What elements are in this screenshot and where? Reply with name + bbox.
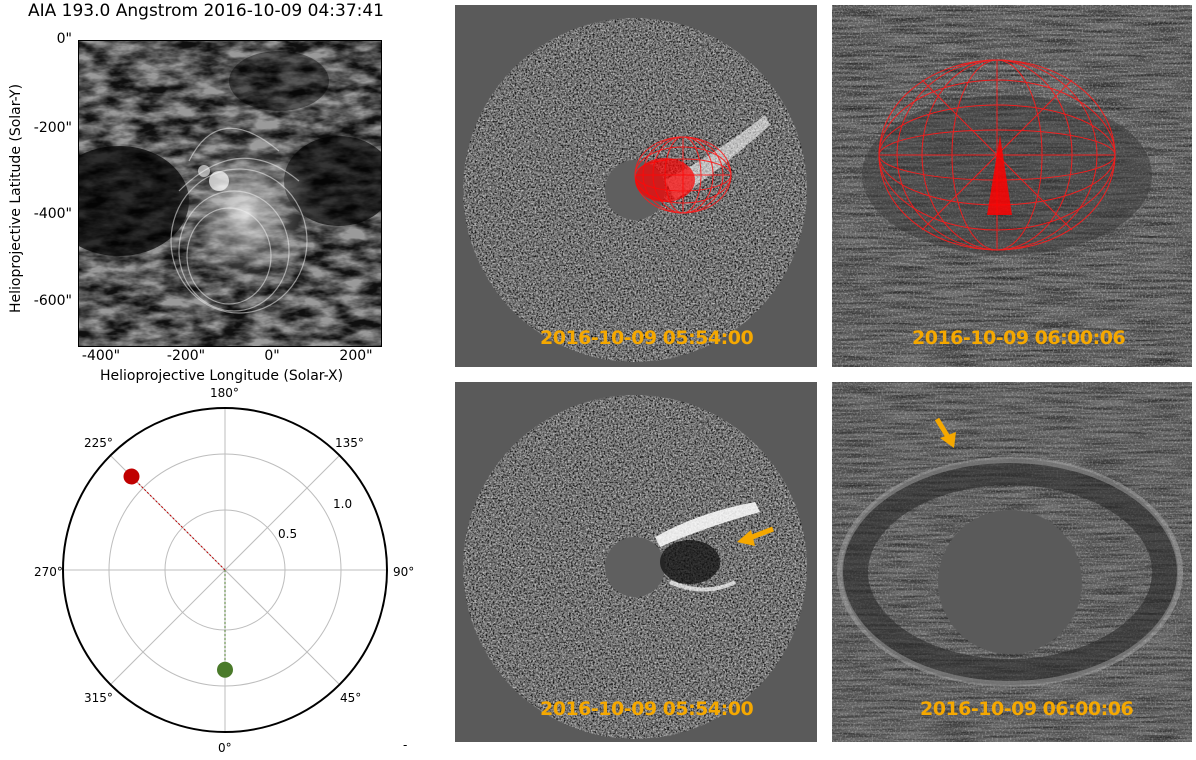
polar-angle-label: 270°: [34, 565, 63, 579]
timestamp-label: 2016-10-09 05:54:00: [540, 327, 754, 349]
polar-angle-label: 0°: [218, 741, 232, 755]
aia-x-tick: 200": [339, 348, 373, 364]
polar-radial-label: 0.5: [278, 527, 298, 541]
cme-wireframe: [878, 59, 1116, 251]
coronagraph-panel-c2-top: [455, 5, 817, 367]
polar-angle-label: 180°: [210, 386, 239, 400]
aia-y-tick: -200": [33, 120, 72, 136]
aia-image: [78, 40, 382, 347]
timestamp-label: 2016-10-09 06:00:06: [920, 698, 1134, 720]
aia-x-label: Helioprojective Longitude (Solar-X): [100, 368, 344, 384]
coronagraph-panel-c3-bottom: [832, 382, 1192, 742]
aia-y-tick: -600": [33, 293, 72, 309]
polar-frame: [62, 407, 388, 733]
coronagraph-panel-c2-bottom: [455, 382, 817, 742]
polar-green-marker: [217, 661, 233, 678]
polar-angle-label: 45°: [340, 691, 362, 705]
aia-x-tick: 0": [264, 348, 280, 364]
polar-angle-label: 135°: [335, 436, 364, 450]
arrow-icon: [737, 526, 774, 546]
coronagraph-panel-c3-top: [832, 5, 1192, 367]
aia-x-tick: -400": [81, 348, 121, 364]
aia-title: AIA 193.0 Angstrom 2016-10-09 04:37:41: [28, 1, 384, 21]
polar-angle-label: 90°: [393, 565, 415, 579]
polar-angle-label: 225°: [84, 436, 113, 450]
polar-radial-label: 1.0: [333, 497, 353, 511]
polar-angle-label: 315°: [84, 691, 113, 705]
timestamp-label: 2016-10-09 05:54:00: [540, 698, 754, 720]
aia-x-tick: -200": [166, 348, 206, 364]
polar-plot: [60, 400, 400, 740]
aia-y-tick: 0": [56, 31, 72, 47]
aia-y-tick: -400": [33, 206, 72, 222]
arrow-icon: [934, 417, 956, 448]
aia-y-label: Helioprojective Latitude (Solar-Y): [8, 83, 24, 313]
polar-red-marker: [123, 468, 140, 485]
stray-mark: -: [403, 738, 408, 752]
timestamp-label: 2016-10-09 06:00:06: [912, 327, 1126, 349]
